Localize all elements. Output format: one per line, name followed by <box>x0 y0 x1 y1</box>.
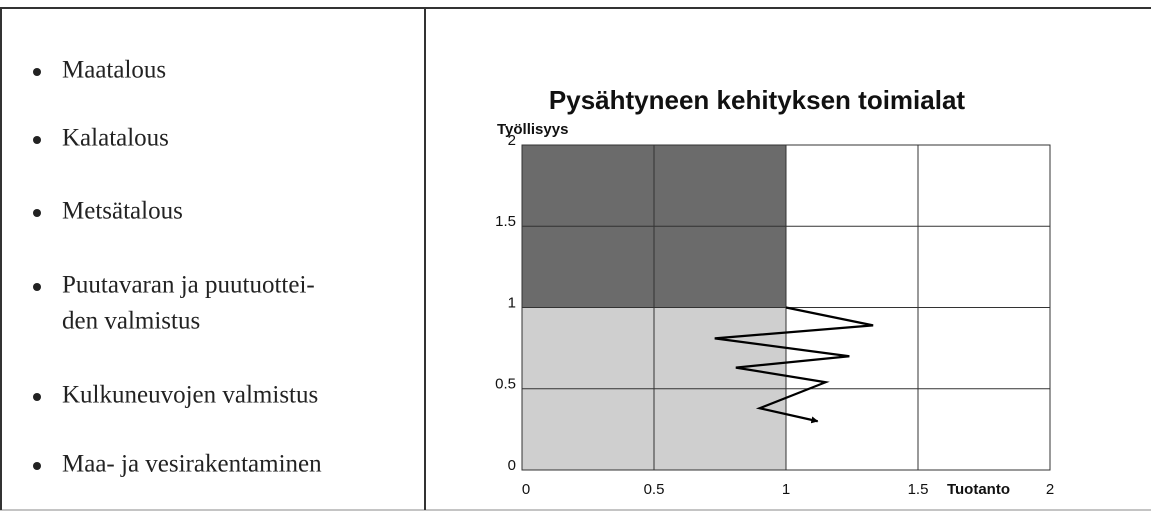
list-item: Kalatalous <box>62 125 169 152</box>
bullet <box>33 393 41 401</box>
x-tick-label: 2 <box>1046 481 1054 498</box>
bullet <box>33 136 41 144</box>
chart: Pysähtyneen kehityksen toimialat Työllis… <box>495 85 1054 498</box>
list-item: Maatalous <box>62 57 166 84</box>
y-axis-label: Työllisyys <box>497 121 568 138</box>
y-tick-label: 0 <box>508 457 516 474</box>
y-tick-label: 1.5 <box>495 213 516 230</box>
list-item: Kulkuneuvojen valmistus <box>62 382 318 409</box>
y-tick-label: 0.5 <box>495 376 516 393</box>
list-item: den valmistus <box>62 308 200 335</box>
y-tick-label: 1 <box>508 294 516 311</box>
list-item: Metsätalous <box>62 198 183 225</box>
bullet-list: Maatalous Kalatalous Metsätalous Puutavaran… <box>33 57 322 478</box>
x-tick-label: 1.5 <box>908 481 929 498</box>
bullet <box>33 462 41 470</box>
list-item: Puutavaran ja puutuottei- <box>62 272 315 299</box>
x-tick-label: 0 <box>522 481 530 498</box>
x-axis-label: Tuotanto <box>947 481 1010 498</box>
y-tick-label: 2 <box>508 132 516 149</box>
bullet <box>33 283 41 291</box>
list-item: Maa- ja vesirakentaminen <box>62 451 322 478</box>
chart-title: Pysähtyneen kehityksen toimialat <box>549 85 966 115</box>
bullet <box>33 209 41 217</box>
bullet <box>33 68 41 76</box>
x-tick-label: 1 <box>782 481 790 498</box>
x-tick-label: 0.5 <box>644 481 665 498</box>
line-series <box>714 306 874 424</box>
